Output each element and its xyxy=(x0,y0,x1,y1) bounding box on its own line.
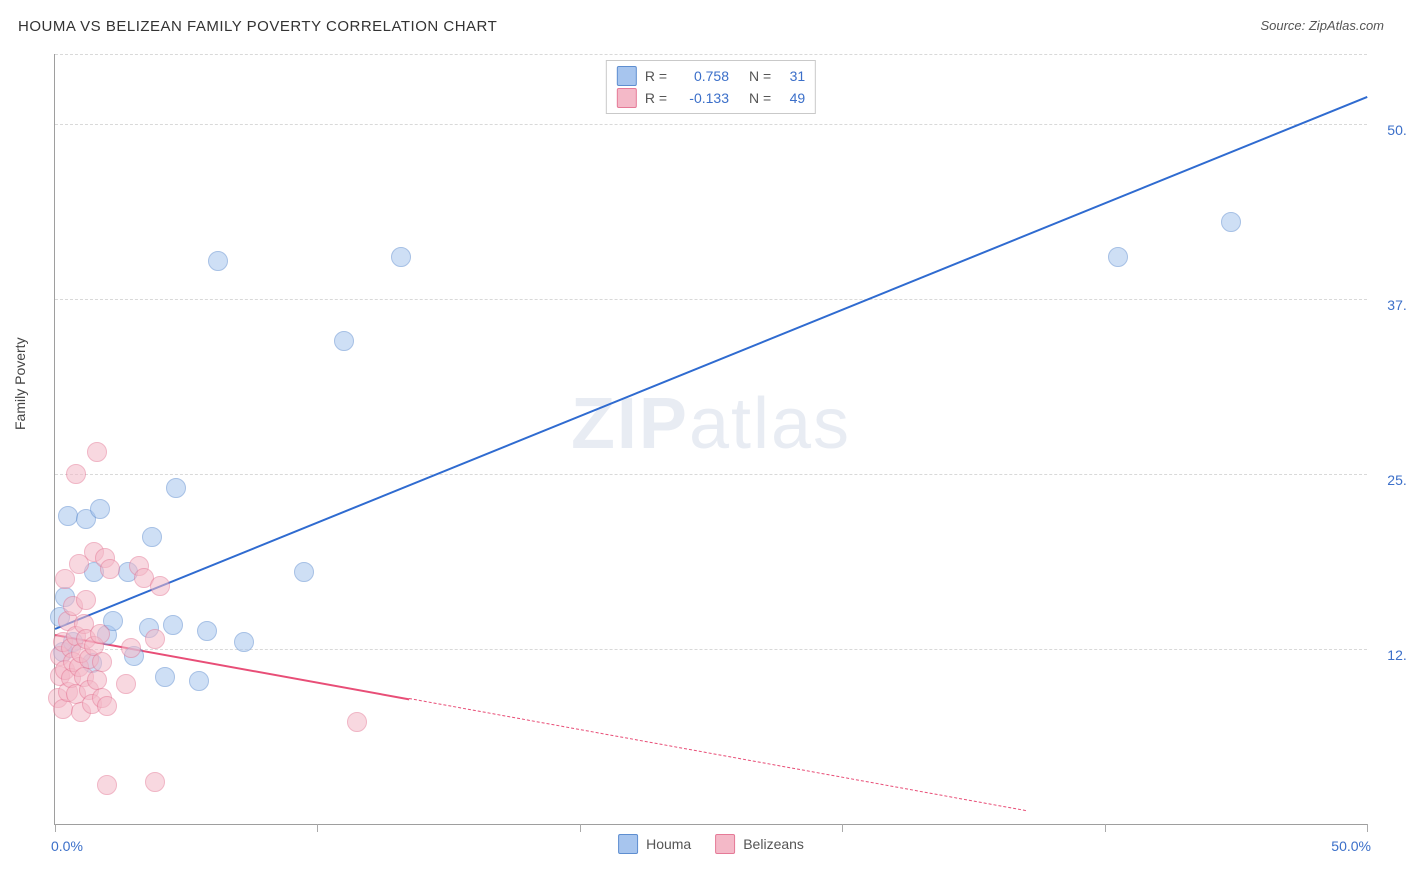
data-point xyxy=(166,478,186,498)
data-point xyxy=(92,652,112,672)
legend-row: R =0.758N =31 xyxy=(617,65,805,87)
correlation-legend: R =0.758N =31 R =-0.133N =49 xyxy=(606,60,816,114)
data-point xyxy=(150,576,170,596)
data-point xyxy=(347,712,367,732)
data-point xyxy=(208,251,228,271)
data-point xyxy=(197,621,217,641)
data-point xyxy=(391,247,411,267)
data-point xyxy=(121,638,141,658)
series-legend: Houma Belizeans xyxy=(618,834,804,854)
data-point xyxy=(87,670,107,690)
chart-title: HOUMA VS BELIZEAN FAMILY POVERTY CORRELA… xyxy=(18,18,497,35)
y-tick-label: 12.5% xyxy=(1371,647,1406,663)
data-point xyxy=(145,629,165,649)
y-tick-label: 50.0% xyxy=(1371,122,1406,138)
data-point xyxy=(58,506,78,526)
legend-swatch xyxy=(715,834,735,854)
trend-line xyxy=(409,698,1026,811)
x-tick xyxy=(1367,824,1368,832)
legend-swatch xyxy=(618,834,638,854)
x-tick xyxy=(317,824,318,832)
gridline-horizontal xyxy=(55,474,1367,475)
legend-item: Houma xyxy=(618,834,691,854)
data-point xyxy=(116,674,136,694)
data-point xyxy=(334,331,354,351)
legend-stats: R =-0.133N =49 xyxy=(645,90,805,106)
legend-row: R =-0.133N =49 xyxy=(617,87,805,109)
x-tick xyxy=(580,824,581,832)
y-tick-label: 25.0% xyxy=(1371,472,1406,488)
data-point xyxy=(145,772,165,792)
x-tick xyxy=(1105,824,1106,832)
x-axis-max-label: 50.0% xyxy=(1331,838,1371,854)
x-tick xyxy=(842,824,843,832)
legend-item: Belizeans xyxy=(715,834,804,854)
x-axis-min-label: 0.0% xyxy=(51,838,83,854)
data-point xyxy=(87,442,107,462)
scatter-plot-area: ZIPatlas R =0.758N =31R =-0.133N =49 Hou… xyxy=(54,54,1367,825)
data-point xyxy=(234,632,254,652)
legend-swatch xyxy=(617,66,637,86)
trend-line xyxy=(55,96,1368,630)
data-point xyxy=(294,562,314,582)
data-point xyxy=(66,464,86,484)
legend-label: Belizeans xyxy=(743,836,804,852)
data-point xyxy=(90,499,110,519)
data-point xyxy=(155,667,175,687)
gridline-horizontal xyxy=(55,124,1367,125)
data-point xyxy=(76,590,96,610)
gridline-horizontal xyxy=(55,649,1367,650)
data-point xyxy=(1221,212,1241,232)
x-tick xyxy=(55,824,56,832)
data-point xyxy=(1108,247,1128,267)
data-point xyxy=(189,671,209,691)
data-point xyxy=(90,624,110,644)
legend-label: Houma xyxy=(646,836,691,852)
watermark: ZIPatlas xyxy=(571,383,851,465)
y-axis-label: Family Poverty xyxy=(12,337,28,430)
data-point xyxy=(97,696,117,716)
y-tick-label: 37.5% xyxy=(1371,297,1406,313)
legend-stats: R =0.758N =31 xyxy=(645,68,805,84)
data-point xyxy=(100,559,120,579)
legend-swatch xyxy=(617,88,637,108)
gridline-horizontal xyxy=(55,299,1367,300)
data-point xyxy=(97,775,117,795)
source-attribution: Source: ZipAtlas.com xyxy=(1260,18,1384,33)
watermark-light: atlas xyxy=(689,384,851,464)
gridline-top xyxy=(55,54,1367,55)
data-point xyxy=(142,527,162,547)
data-point xyxy=(163,615,183,635)
